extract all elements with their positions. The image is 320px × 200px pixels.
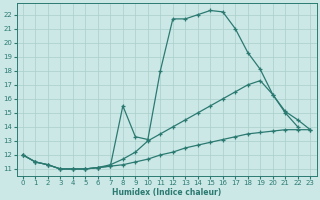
- X-axis label: Humidex (Indice chaleur): Humidex (Indice chaleur): [112, 188, 221, 197]
